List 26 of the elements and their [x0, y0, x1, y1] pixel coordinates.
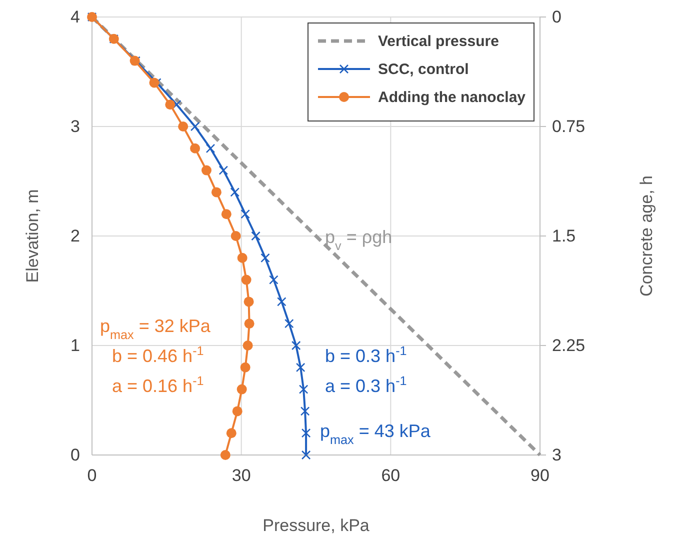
y2-tick-label: 2.25	[552, 336, 586, 355]
annotation: a = 0.3 h$^{-1}$	[325, 374, 407, 396]
annotation: b = 0.3 h$^{-1}$	[325, 344, 407, 366]
x-axis-title: Pressure, kPa	[262, 516, 370, 535]
y-axis-title: Elevation, m	[23, 189, 42, 283]
x-tick-label: 0	[87, 466, 97, 486]
annotation: p$_{max}$ = 43 kPa	[320, 421, 432, 447]
y-tick-label: 4	[70, 7, 80, 26]
annotation: p$_{max}$ = 32 kPa	[100, 316, 212, 342]
annotation: b = 0.46 h$^{-1}$	[112, 344, 204, 366]
y2-tick-label: 3	[552, 445, 562, 464]
y2-tick-label: 0.75	[552, 116, 586, 136]
x-tick-label: 60	[381, 466, 400, 486]
y-tick-label: 3	[70, 116, 80, 136]
x-tick-label: 30	[232, 466, 251, 486]
x-tick-label: 90	[530, 466, 550, 486]
y2-tick-label: 0	[552, 7, 562, 26]
y-tick-label: 2	[70, 226, 80, 246]
y2-tick-label: 1.5	[552, 226, 576, 246]
legend-label: SCC, control	[378, 61, 469, 78]
y2-axis-title: Concrete age, h	[637, 176, 656, 296]
legend-label: Vertical pressure	[378, 33, 499, 50]
legend-label: Adding the nanoclay	[378, 89, 526, 106]
annotation: a = 0.16 h$^{-1}$	[112, 374, 204, 396]
y-tick-label: 1	[70, 336, 80, 355]
y-tick-label: 0	[70, 445, 80, 464]
